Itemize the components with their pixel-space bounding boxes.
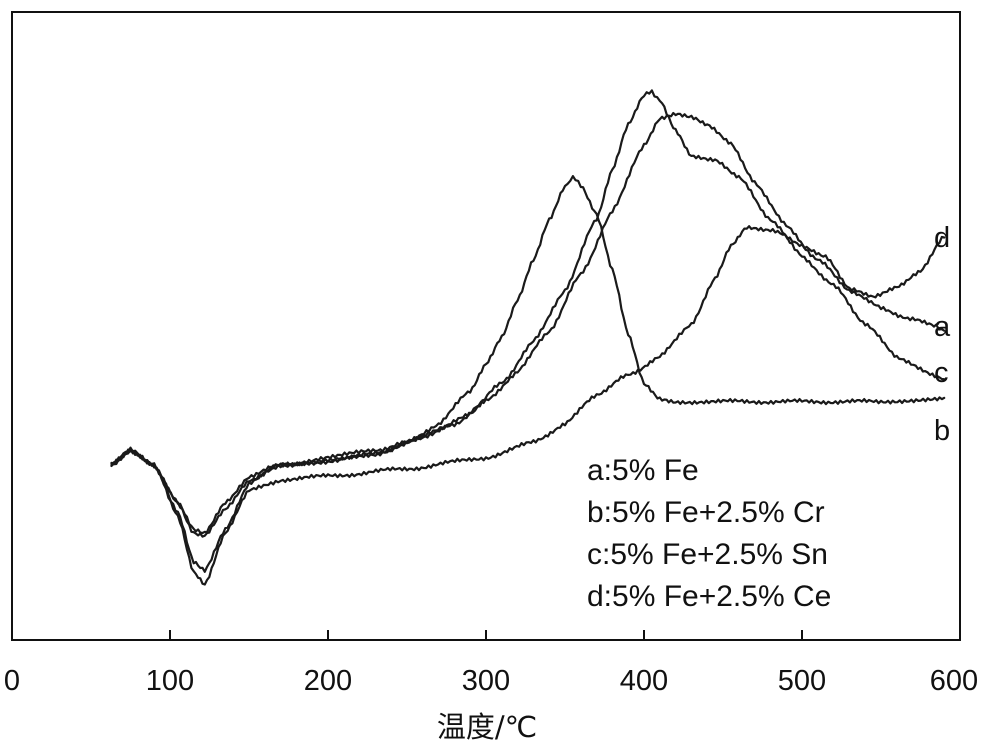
legend-entry: d:5% Fe+2.5% Ce — [587, 580, 831, 613]
legend-entry: a:5% Fe — [587, 454, 699, 487]
x-axis-ticks — [169, 630, 803, 640]
curve-labels: d acb — [934, 222, 951, 447]
curve-b — [110, 175, 946, 535]
x-tick-label: 100 — [146, 665, 194, 697]
curve-label-c: c — [934, 357, 949, 389]
curves — [110, 89, 946, 586]
legend: a:5% Fe b:5% Fe+2.5% Cr c:5% Fe+2.5% Sn d:5… — [587, 454, 831, 613]
x-tick-label: 0 — [4, 665, 20, 697]
legend-entry: b:5% Fe+2.5% Cr — [587, 496, 825, 529]
x-tick-label: 500 — [778, 665, 826, 697]
x-axis-tick-labels: 0 100 200 300 400 500 600 — [4, 665, 978, 697]
x-tick-label: 600 — [930, 665, 978, 697]
legend-entry: c:5% Fe+2.5% Sn — [587, 538, 828, 571]
curve-label-d: d — [934, 222, 950, 254]
curve-label-b: b — [934, 415, 950, 447]
curve-c — [110, 89, 946, 573]
x-tick-label: 200 — [304, 665, 352, 697]
x-axis-title: 温度/℃ — [437, 710, 537, 744]
x-tick-label: 400 — [620, 665, 668, 697]
x-tick-label: 300 — [462, 665, 510, 697]
curve-label-a: a — [934, 311, 951, 343]
curve-d — [110, 225, 946, 586]
curve-a — [110, 111, 946, 538]
